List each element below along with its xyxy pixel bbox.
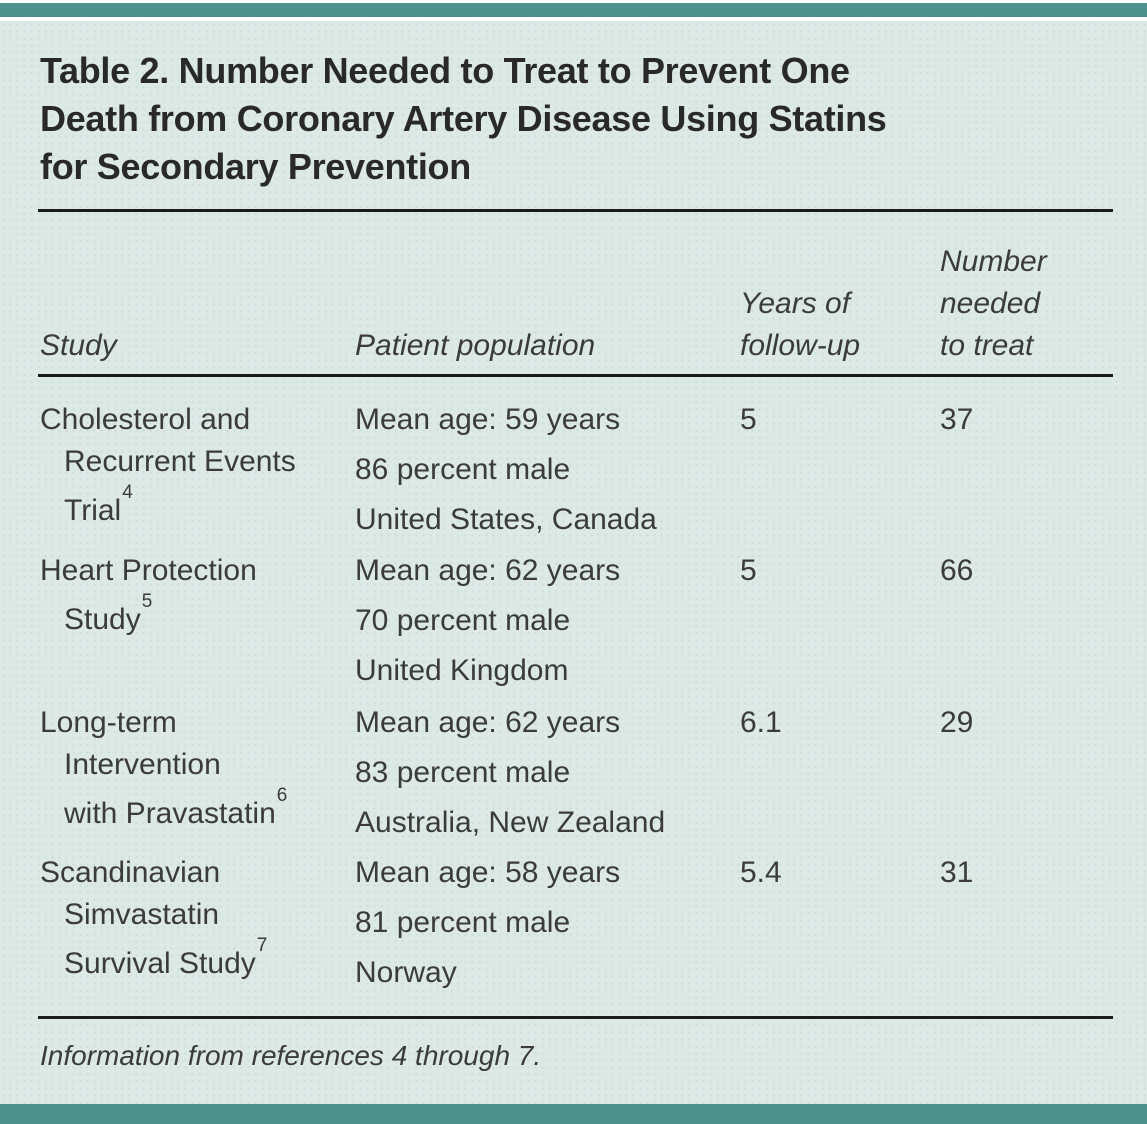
table-header-row: Study Patient population Years of follow… bbox=[0, 209, 1147, 374]
study-name-line: Cholesterol and bbox=[40, 403, 251, 436]
study-name-line: Recurrent Events bbox=[64, 445, 296, 478]
table-title-line: for Secondary Prevention bbox=[40, 146, 471, 187]
population-line: Mean age: 62 years bbox=[355, 706, 621, 739]
study-name-text: Study bbox=[64, 603, 141, 636]
study-name-text: with Pravastatin bbox=[64, 797, 276, 830]
header-divider-rule bbox=[38, 374, 1113, 377]
column-header-line: Number bbox=[940, 245, 1047, 278]
study-name-text: Survival Study bbox=[64, 947, 256, 980]
patient-population-cell: Mean age: 62 years 83 percent male Austr… bbox=[355, 702, 665, 852]
column-header-line: to treat bbox=[940, 329, 1034, 362]
study-name-line: Intervention bbox=[64, 748, 221, 781]
column-header-line: Years of bbox=[740, 287, 851, 320]
reference-superscript: 6 bbox=[276, 785, 288, 806]
column-header-number-needed-to-treat: Number needed to treat bbox=[940, 241, 1047, 367]
patient-population-cell: Mean age: 62 years 70 percent male Unite… bbox=[355, 550, 620, 700]
table-title-line: Table 2. Number Needed to Treat to Preve… bbox=[40, 50, 850, 91]
population-line: United States, Canada bbox=[355, 503, 657, 536]
years-of-followup-cell: 5 bbox=[740, 554, 757, 587]
reference-superscript: 7 bbox=[256, 935, 268, 956]
number-needed-to-treat-cell: 66 bbox=[940, 554, 974, 587]
column-header-patient-population: Patient population bbox=[355, 329, 596, 362]
study-cell: Heart Protection Study5 bbox=[40, 550, 257, 641]
table-panel: Table 2. Number Needed to Treat to Preve… bbox=[0, 21, 1147, 1104]
table-footnote: Information from references 4 through 7. bbox=[40, 1040, 542, 1071]
column-header-line: follow-up bbox=[740, 329, 861, 362]
population-line: Norway bbox=[355, 956, 457, 989]
table-row: Cholesterol and Recurrent Events Trial4 … bbox=[0, 399, 1147, 549]
study-cell: Long-term Intervention with Pravastatin6 bbox=[40, 702, 287, 835]
population-line: United Kingdom bbox=[355, 654, 569, 687]
title-divider-rule bbox=[38, 209, 1113, 212]
patient-population-cell: Mean age: 59 years 86 percent male Unite… bbox=[355, 399, 657, 549]
number-needed-to-treat-cell: 29 bbox=[940, 706, 974, 739]
population-line: 86 percent male bbox=[355, 453, 571, 486]
bottom-divider-rule bbox=[38, 1016, 1113, 1019]
table-row: Heart Protection Study5 Mean age: 62 yea… bbox=[0, 550, 1147, 700]
study-name-line: Survival Study7 bbox=[64, 935, 268, 985]
reference-superscript: 5 bbox=[141, 591, 153, 612]
number-needed-to-treat-cell: 37 bbox=[940, 403, 974, 436]
population-line: 83 percent male bbox=[355, 756, 571, 789]
column-header-line: needed bbox=[940, 287, 1041, 320]
table-title-line: Death from Coronary Artery Disease Using… bbox=[40, 98, 887, 139]
patient-population-cell: Mean age: 58 years 81 percent male Norwa… bbox=[355, 852, 620, 1002]
study-name-line: with Pravastatin6 bbox=[64, 785, 288, 835]
population-line: Mean age: 59 years bbox=[355, 403, 621, 436]
population-line: Mean age: 58 years bbox=[355, 856, 621, 889]
study-name-line: Scandinavian bbox=[40, 856, 221, 889]
study-cell: Cholesterol and Recurrent Events Trial4 bbox=[40, 399, 296, 532]
bottom-accent-bar bbox=[0, 1104, 1147, 1124]
population-line: 81 percent male bbox=[355, 906, 571, 939]
years-of-followup-cell: 5.4 bbox=[740, 856, 782, 889]
population-line: Australia, New Zealand bbox=[355, 806, 666, 839]
years-of-followup-cell: 6.1 bbox=[740, 706, 782, 739]
study-name-line: Study5 bbox=[64, 591, 257, 641]
number-needed-to-treat-cell: 31 bbox=[940, 856, 974, 889]
population-line: 70 percent male bbox=[355, 604, 571, 637]
column-header-study: Study bbox=[40, 329, 117, 362]
years-of-followup-cell: 5 bbox=[740, 403, 757, 436]
study-cell: Scandinavian Simvastatin Survival Study7 bbox=[40, 852, 267, 985]
top-accent-bar bbox=[0, 3, 1147, 17]
column-header-years-of-followup: Years of follow-up bbox=[740, 283, 860, 367]
study-name-line: Simvastatin bbox=[64, 898, 220, 931]
study-name-line: Trial4 bbox=[64, 482, 296, 532]
reference-superscript: 4 bbox=[122, 482, 133, 503]
table-row: Scandinavian Simvastatin Survival Study7… bbox=[0, 852, 1147, 1002]
table-row: Long-term Intervention with Pravastatin6… bbox=[0, 702, 1147, 852]
table-title: Table 2. Number Needed to Treat to Preve… bbox=[40, 47, 887, 191]
population-line: Mean age: 62 years bbox=[355, 554, 621, 587]
study-name-text: Trial bbox=[64, 494, 122, 527]
study-name-line: Heart Protection bbox=[40, 554, 257, 587]
study-name-line: Long-term bbox=[40, 706, 177, 739]
